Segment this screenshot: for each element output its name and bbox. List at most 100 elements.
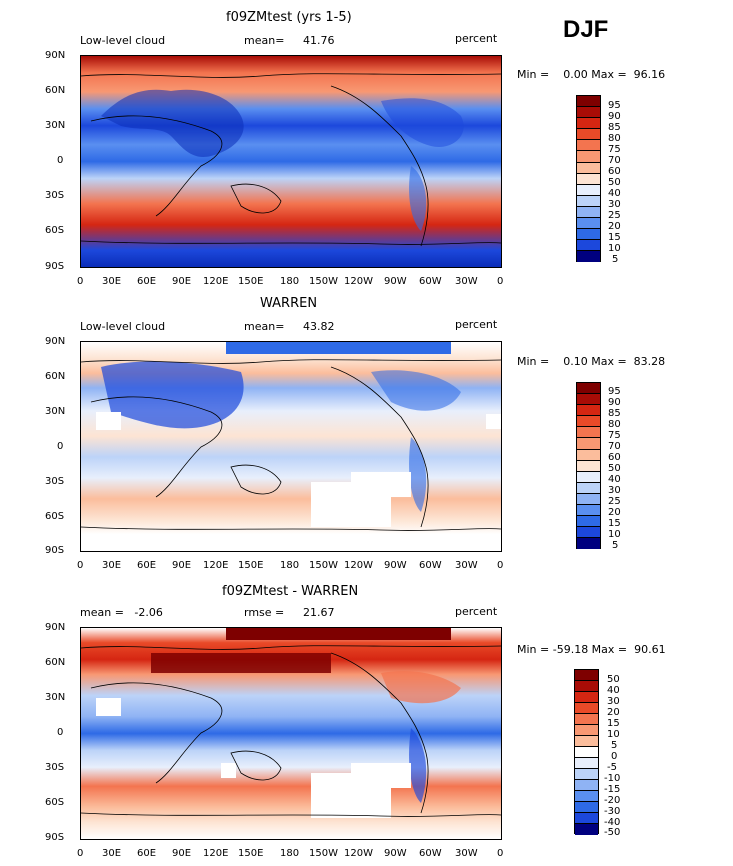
min-max-readout: Min = -59.18 Max = 90.61 [517,643,666,656]
lat-tick: 90S [45,545,65,556]
colorbar-label: 80 [608,419,621,430]
lon-tick: 90E [172,848,192,859]
map-panel-3 [80,627,502,840]
colorbar-label: 5 [612,254,619,265]
lon-tick: 150W [309,560,338,571]
coastline-overlay [81,628,501,818]
colorbar-label: -30 [604,806,621,817]
lat-tick: 60N [45,371,66,382]
lat-tick: 30N [45,692,66,703]
colorbar-label: 30 [608,485,621,496]
coastline-overlay [81,73,501,247]
colorbar-label: 40 [607,685,620,696]
season-label: DJF [563,16,609,43]
stat-value: 41.76 [303,34,335,47]
lat-tick: 0 [57,727,64,738]
lon-tick: 0 [497,560,504,571]
colorbar-label: 15 [607,718,620,729]
lon-tick: 120W [344,276,373,287]
colorbar-label: 85 [608,122,621,133]
variable-label: Low-level cloud [80,320,166,333]
lat-tick: 90S [45,832,65,843]
colorbar-label: 5 [611,740,618,751]
colorbar-label: 0 [611,751,618,762]
stat-label: mean= [244,320,285,333]
colorbar-label: 50 [608,463,621,474]
lon-tick: 90E [172,560,192,571]
units-label: percent [455,605,498,618]
colorbar-label: -40 [604,817,621,828]
lon-tick: 90W [384,276,407,287]
units-label: percent [455,32,498,45]
lat-tick: 90N [45,50,66,61]
lon-tick: 150E [238,848,264,859]
lon-tick: 120W [344,560,373,571]
lon-tick: 30E [102,560,122,571]
colorbar-label: 95 [608,100,621,111]
colorbar-label: 60 [608,166,621,177]
lat-tick: 30N [45,120,66,131]
lat-tick: 90N [45,622,66,633]
lon-tick: 30W [455,848,478,859]
colorbar-3 [574,669,599,835]
colorbar-label: 80 [608,133,621,144]
colorbar-label: 90 [608,397,621,408]
colorbar-label: 70 [608,441,621,452]
lon-tick: 180 [280,560,300,571]
colorbar-label: 10 [608,529,621,540]
colorbar-label: 20 [608,507,621,518]
lat-tick: 30N [45,406,66,417]
lon-tick: 180 [280,848,300,859]
stat-label: rmse = [244,606,285,619]
colorbar-label: -15 [604,784,621,795]
colorbar-label: 50 [608,177,621,188]
colorbar-label: 20 [607,707,620,718]
lat-tick: 60S [45,797,65,808]
variable-label: Low-level cloud [80,34,166,47]
lat-tick: 60S [45,225,65,236]
lon-tick: 30W [455,560,478,571]
lon-tick: 60W [419,276,442,287]
lon-tick: 90E [172,276,192,287]
colorbar-2 [576,382,601,550]
colorbar-label: 40 [608,474,621,485]
lon-tick: 0 [77,560,84,571]
lon-tick: 90W [384,848,407,859]
lat-tick: 30S [45,762,65,773]
lon-tick: 120W [344,848,373,859]
lon-tick: 150W [309,276,338,287]
map-panel-1 [80,55,502,268]
lon-tick: 30W [455,276,478,287]
stat-label: mean= [244,34,285,47]
lon-tick: 60E [137,560,157,571]
lon-tick: 90W [384,560,407,571]
lon-tick: 120E [203,560,229,571]
lon-tick: 0 [77,276,84,287]
colorbar-label: -50 [604,827,621,838]
min-max-readout: Min = 0.10 Max = 83.28 [517,355,666,368]
colorbar-label: -10 [604,773,621,784]
lat-tick: 0 [57,441,64,452]
colorbar-label: 25 [608,210,621,221]
lon-tick: 120E [203,848,229,859]
colorbar-label: 90 [608,111,621,122]
panel-title: f09ZMtest (yrs 1-5) [226,10,352,25]
colorbar-label: 95 [608,386,621,397]
colorbar-label: 75 [608,430,621,441]
lat-tick: 90S [45,261,65,272]
lon-tick: 0 [77,848,84,859]
lon-tick: 0 [497,276,504,287]
lat-tick: 90N [45,336,66,347]
stat-value: 21.67 [303,606,335,619]
colorbar-label: 15 [608,518,621,529]
lon-tick: 150E [238,560,264,571]
colorbar-label: -5 [607,762,617,773]
colorbar-label: 75 [608,144,621,155]
lat-tick: 60S [45,511,65,522]
lat-tick: 60N [45,657,66,668]
mean-label: mean = -2.06 [80,606,163,619]
lon-tick: 60W [419,848,442,859]
colorbar-label: 70 [608,155,621,166]
lon-tick: 30E [102,848,122,859]
lon-tick: 180 [280,276,300,287]
